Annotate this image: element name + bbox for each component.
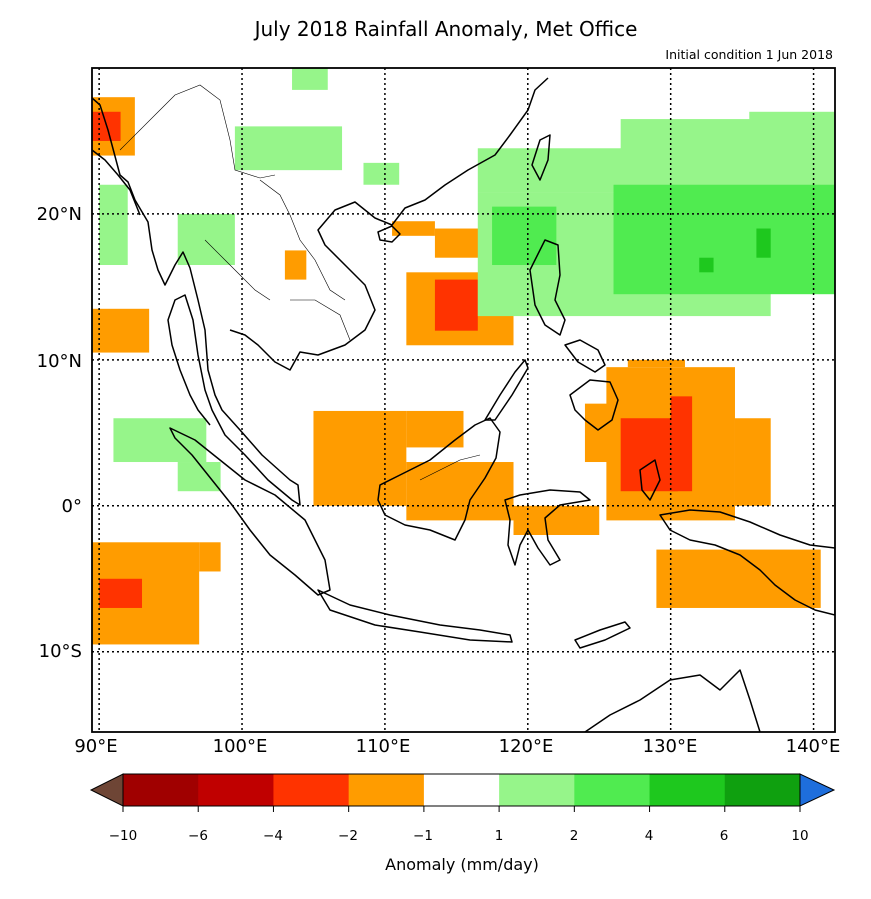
colorbar-tick-2: −4 xyxy=(263,828,283,844)
colorbar-tick-1: −6 xyxy=(188,828,208,844)
coastline-hainan xyxy=(377,225,401,243)
lat-label-10n: 10°N xyxy=(36,351,82,372)
colorbar-segment xyxy=(273,774,350,806)
anomaly-cell-wet1 xyxy=(292,68,328,90)
colorbar-tick-5: 1 xyxy=(494,828,504,844)
anomaly-cell-dry1 xyxy=(734,418,771,506)
border-myanmar-thailand xyxy=(204,239,271,301)
country-borders xyxy=(119,84,481,481)
coastlines xyxy=(92,77,835,732)
anomaly-cell-dry2 xyxy=(99,578,143,608)
lon-label-130e: 130°E xyxy=(642,736,698,757)
colorbar xyxy=(89,773,836,812)
colorbar-segment xyxy=(348,774,425,806)
coastline-taiwan xyxy=(531,134,551,181)
colorbar-segment xyxy=(198,774,274,806)
lon-label-90e: 90°E xyxy=(74,736,118,757)
anomaly-cell-dry1 xyxy=(656,549,821,608)
anomaly-cell-dry2 xyxy=(620,418,678,492)
anomaly-cell-wet1 xyxy=(177,462,221,492)
lon-label-100e: 100°E xyxy=(212,736,268,757)
colorbar-tick-9: 10 xyxy=(791,828,809,844)
colorbar-segment xyxy=(123,774,199,806)
border-laos xyxy=(259,179,346,301)
coastline-java xyxy=(317,589,513,643)
anomaly-cell-wet3 xyxy=(699,257,714,273)
coastline-sumatra xyxy=(169,427,331,596)
lat-label-10s: 10°S xyxy=(38,641,82,662)
colorbar-segment xyxy=(649,774,726,806)
anomaly-cell-dry1 xyxy=(92,308,150,353)
anomaly-cell-wet1 xyxy=(177,213,235,266)
anomaly-cell-wet1 xyxy=(363,162,400,185)
anomaly-cell-wet2 xyxy=(613,184,835,295)
map-subtitle: Initial condition 1 Jun 2018 xyxy=(665,47,833,62)
anomaly-cell-dry1 xyxy=(392,221,435,236)
anomaly-cell-dry2 xyxy=(434,279,478,331)
colorbar-over-arrow xyxy=(799,773,836,807)
border-myanmar-china xyxy=(119,84,276,179)
anomaly-cell-wet2 xyxy=(492,206,557,266)
colorbar-tick-7: 4 xyxy=(644,828,654,844)
coastline-timor xyxy=(574,621,631,649)
lat-label-0: 0° xyxy=(61,496,82,517)
colorbar-tick-0: −10 xyxy=(108,828,138,844)
coastline-australia xyxy=(584,669,761,732)
coastline-new-guinea xyxy=(659,509,835,616)
anomaly-cell-dry1 xyxy=(513,505,600,535)
anomaly-cell-dry1 xyxy=(284,250,307,280)
anomaly-cell-wet1 xyxy=(99,184,128,266)
anomaly-cell-dry2 xyxy=(670,396,693,492)
lon-label-120e: 120°E xyxy=(498,736,554,757)
coastline-sulawesi xyxy=(504,489,591,566)
anomaly-cell-dry1 xyxy=(406,462,514,521)
anomaly-cell-dry1 xyxy=(199,542,221,572)
coastline-borneo xyxy=(377,417,501,541)
colorbar-segment xyxy=(499,774,575,806)
anomaly-layer xyxy=(92,68,835,645)
anomaly-cell-dry1 xyxy=(313,410,407,506)
colorbar-tick-4: −1 xyxy=(413,828,433,844)
colorbar-tick-3: −2 xyxy=(338,828,358,844)
lon-label-110e: 110°E xyxy=(355,736,411,757)
border-cambodia xyxy=(290,299,351,341)
anomaly-cell-wet3 xyxy=(756,228,771,258)
colorbar-segment xyxy=(724,774,801,806)
map-frame xyxy=(91,67,836,733)
coastline-halmahera xyxy=(639,459,661,501)
coastline-indochina xyxy=(229,77,549,371)
anomaly-cell-dry1 xyxy=(627,359,685,368)
coastline-mainland xyxy=(92,97,301,506)
colorbar-segment xyxy=(574,774,651,806)
colorbar-title: Anomaly (mm/day) xyxy=(385,855,539,874)
colorbar-tick-8: 6 xyxy=(719,828,729,844)
coastline-sri-lanka-bay xyxy=(92,149,141,216)
anomaly-cell-wet1 xyxy=(234,126,343,171)
coastline-mindanao xyxy=(569,379,619,431)
lon-label-140e: 140°E xyxy=(785,736,841,757)
map-title: July 2018 Rainfall Anomaly, Met Office xyxy=(254,17,638,41)
anomaly-cell-wet1 xyxy=(749,111,835,163)
coastline-visayas xyxy=(564,339,606,373)
colorbar-under-arrow xyxy=(89,773,124,807)
graticule xyxy=(92,68,835,732)
colorbar-segment xyxy=(423,774,500,806)
colorbar-tick-6: 2 xyxy=(569,828,579,844)
coastline-luzon xyxy=(529,239,566,336)
anomaly-cell-dry1 xyxy=(406,410,464,448)
lat-label-20n: 20°N xyxy=(36,204,82,225)
anomaly-cell-wet1 xyxy=(477,148,635,193)
border-borneo xyxy=(419,454,481,481)
coastline-palawan xyxy=(484,359,529,421)
